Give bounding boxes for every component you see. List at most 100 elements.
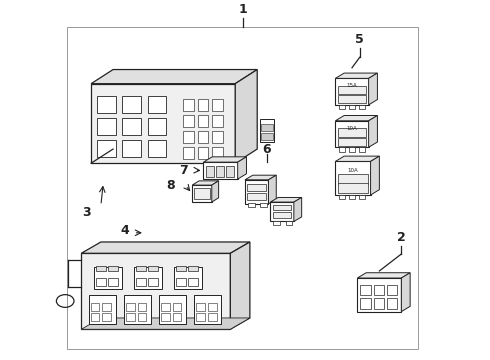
Bar [387, 285, 397, 295]
Bar [359, 104, 365, 109]
Bar [161, 313, 170, 321]
Polygon shape [91, 69, 257, 84]
Polygon shape [235, 69, 257, 163]
Polygon shape [335, 116, 377, 121]
Bar [339, 104, 345, 109]
Bar [126, 303, 135, 311]
Bar [226, 166, 234, 177]
Bar [273, 205, 292, 210]
Bar [138, 313, 147, 321]
Polygon shape [294, 198, 302, 221]
Bar [138, 303, 147, 311]
Text: 10A: 10A [346, 126, 357, 131]
Bar [122, 96, 141, 113]
Bar [357, 278, 401, 312]
Bar [359, 147, 365, 152]
Bar [338, 183, 368, 193]
Bar [359, 195, 365, 199]
Bar [248, 203, 255, 207]
Polygon shape [81, 318, 250, 329]
Bar [176, 266, 186, 271]
Polygon shape [245, 175, 276, 180]
Text: 10A: 10A [347, 168, 358, 173]
Text: 8: 8 [167, 179, 175, 192]
Bar [373, 298, 384, 309]
Bar [176, 278, 186, 286]
Bar [183, 99, 194, 111]
Polygon shape [192, 181, 219, 185]
Bar [148, 266, 158, 271]
Polygon shape [357, 273, 410, 278]
Text: 7: 7 [179, 164, 188, 177]
Bar [102, 303, 111, 311]
Bar [208, 313, 217, 321]
Bar [212, 115, 223, 127]
Bar [96, 278, 106, 286]
Bar [96, 266, 106, 271]
Bar [206, 166, 214, 177]
Bar [339, 147, 345, 152]
Polygon shape [203, 157, 246, 162]
Bar [335, 78, 368, 105]
Bar [338, 86, 366, 94]
Bar [335, 121, 368, 147]
Bar [196, 303, 205, 311]
Bar [122, 140, 141, 157]
Bar [245, 180, 269, 204]
Text: 3: 3 [82, 206, 91, 219]
Bar [97, 96, 116, 113]
Bar [188, 266, 198, 271]
Bar [273, 212, 292, 218]
Polygon shape [230, 242, 250, 329]
Bar [136, 266, 146, 271]
Bar [194, 295, 221, 324]
Bar [97, 140, 116, 157]
Bar [148, 278, 158, 286]
Bar [122, 118, 141, 135]
Bar [148, 96, 166, 113]
Bar [102, 313, 111, 321]
Bar [183, 147, 194, 159]
Bar [183, 115, 194, 127]
Bar [208, 303, 217, 311]
Bar [148, 118, 166, 135]
Bar [212, 131, 223, 143]
Bar [134, 267, 162, 289]
Bar [183, 131, 194, 143]
Bar [197, 115, 208, 127]
Bar [247, 193, 266, 200]
Polygon shape [238, 157, 246, 179]
Bar [349, 147, 355, 152]
Bar [261, 124, 273, 131]
Bar [338, 174, 368, 184]
Polygon shape [368, 116, 377, 147]
Bar [212, 147, 223, 159]
Bar [172, 303, 181, 311]
Bar [188, 278, 198, 286]
Bar [349, 195, 355, 199]
Bar [67, 27, 418, 349]
Bar [97, 118, 116, 135]
Bar [89, 295, 116, 324]
Polygon shape [270, 198, 302, 202]
Bar [373, 285, 384, 295]
Bar [286, 221, 293, 225]
Bar [203, 162, 238, 179]
Polygon shape [335, 73, 377, 78]
Bar [216, 166, 224, 177]
Text: 4: 4 [121, 224, 130, 237]
Bar [360, 298, 371, 309]
Bar [212, 99, 223, 111]
Text: 5: 5 [355, 33, 364, 46]
Bar [387, 298, 397, 309]
Bar [108, 266, 118, 271]
Bar [360, 285, 371, 295]
Bar [196, 313, 205, 321]
Polygon shape [91, 84, 235, 163]
Bar [91, 303, 99, 311]
Bar [172, 313, 181, 321]
Bar [94, 267, 122, 289]
Polygon shape [212, 181, 219, 202]
Bar [159, 295, 186, 324]
Text: 15A: 15A [346, 83, 357, 88]
